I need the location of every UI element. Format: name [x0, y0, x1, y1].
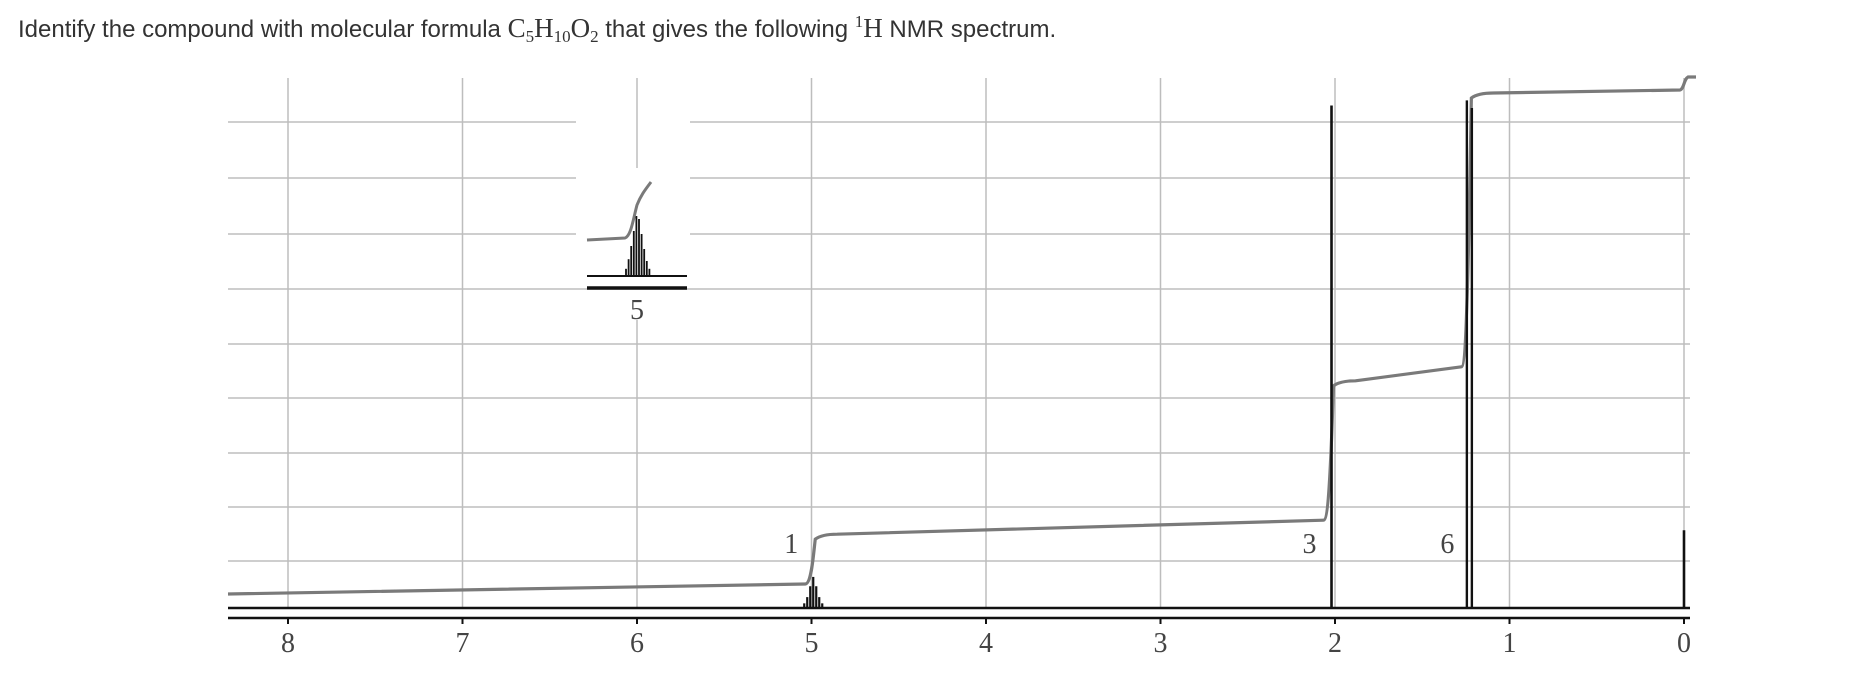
integral-trace [227, 75, 1696, 596]
x-tick-label: 4 [979, 628, 993, 659]
question-text: Identify the compound with molecular for… [18, 10, 1056, 48]
x-tick-label: 8 [281, 628, 295, 659]
question-suffix: NMR spectrum. [889, 16, 1057, 43]
question-prefix: Identify the compound with molecular for… [18, 16, 501, 43]
integration-label: 3 [1303, 529, 1317, 560]
spectrum-trace [228, 100, 1690, 610]
inset-expansion: 5 [586, 181, 687, 326]
question-middle: that gives the following [605, 16, 849, 43]
chart-grid [228, 78, 1690, 608]
inset-integral [586, 181, 653, 242]
x-tick-label: 5 [805, 628, 819, 659]
x-tick-label: 7 [456, 628, 470, 659]
x-axis: 8 7 6 5 4 3 2 1 0 [228, 616, 1691, 659]
integral-curve [227, 75, 1696, 596]
x-tick-label: 3 [1154, 628, 1168, 659]
integration-label: 1 [784, 529, 798, 560]
nucleus-symbol: 1H [854, 12, 883, 43]
x-tick-label: 1 [1503, 628, 1517, 659]
integration-label: 6 [1440, 529, 1454, 560]
molecular-formula: C5H10O2 [507, 13, 599, 46]
x-tick-label: 0 [1677, 628, 1691, 659]
inset-label: 5 [630, 295, 644, 326]
x-tick-label: 2 [1328, 628, 1342, 659]
x-tick-label: 6 [630, 628, 644, 659]
integration-labels: 1 3 6 [784, 529, 1454, 560]
